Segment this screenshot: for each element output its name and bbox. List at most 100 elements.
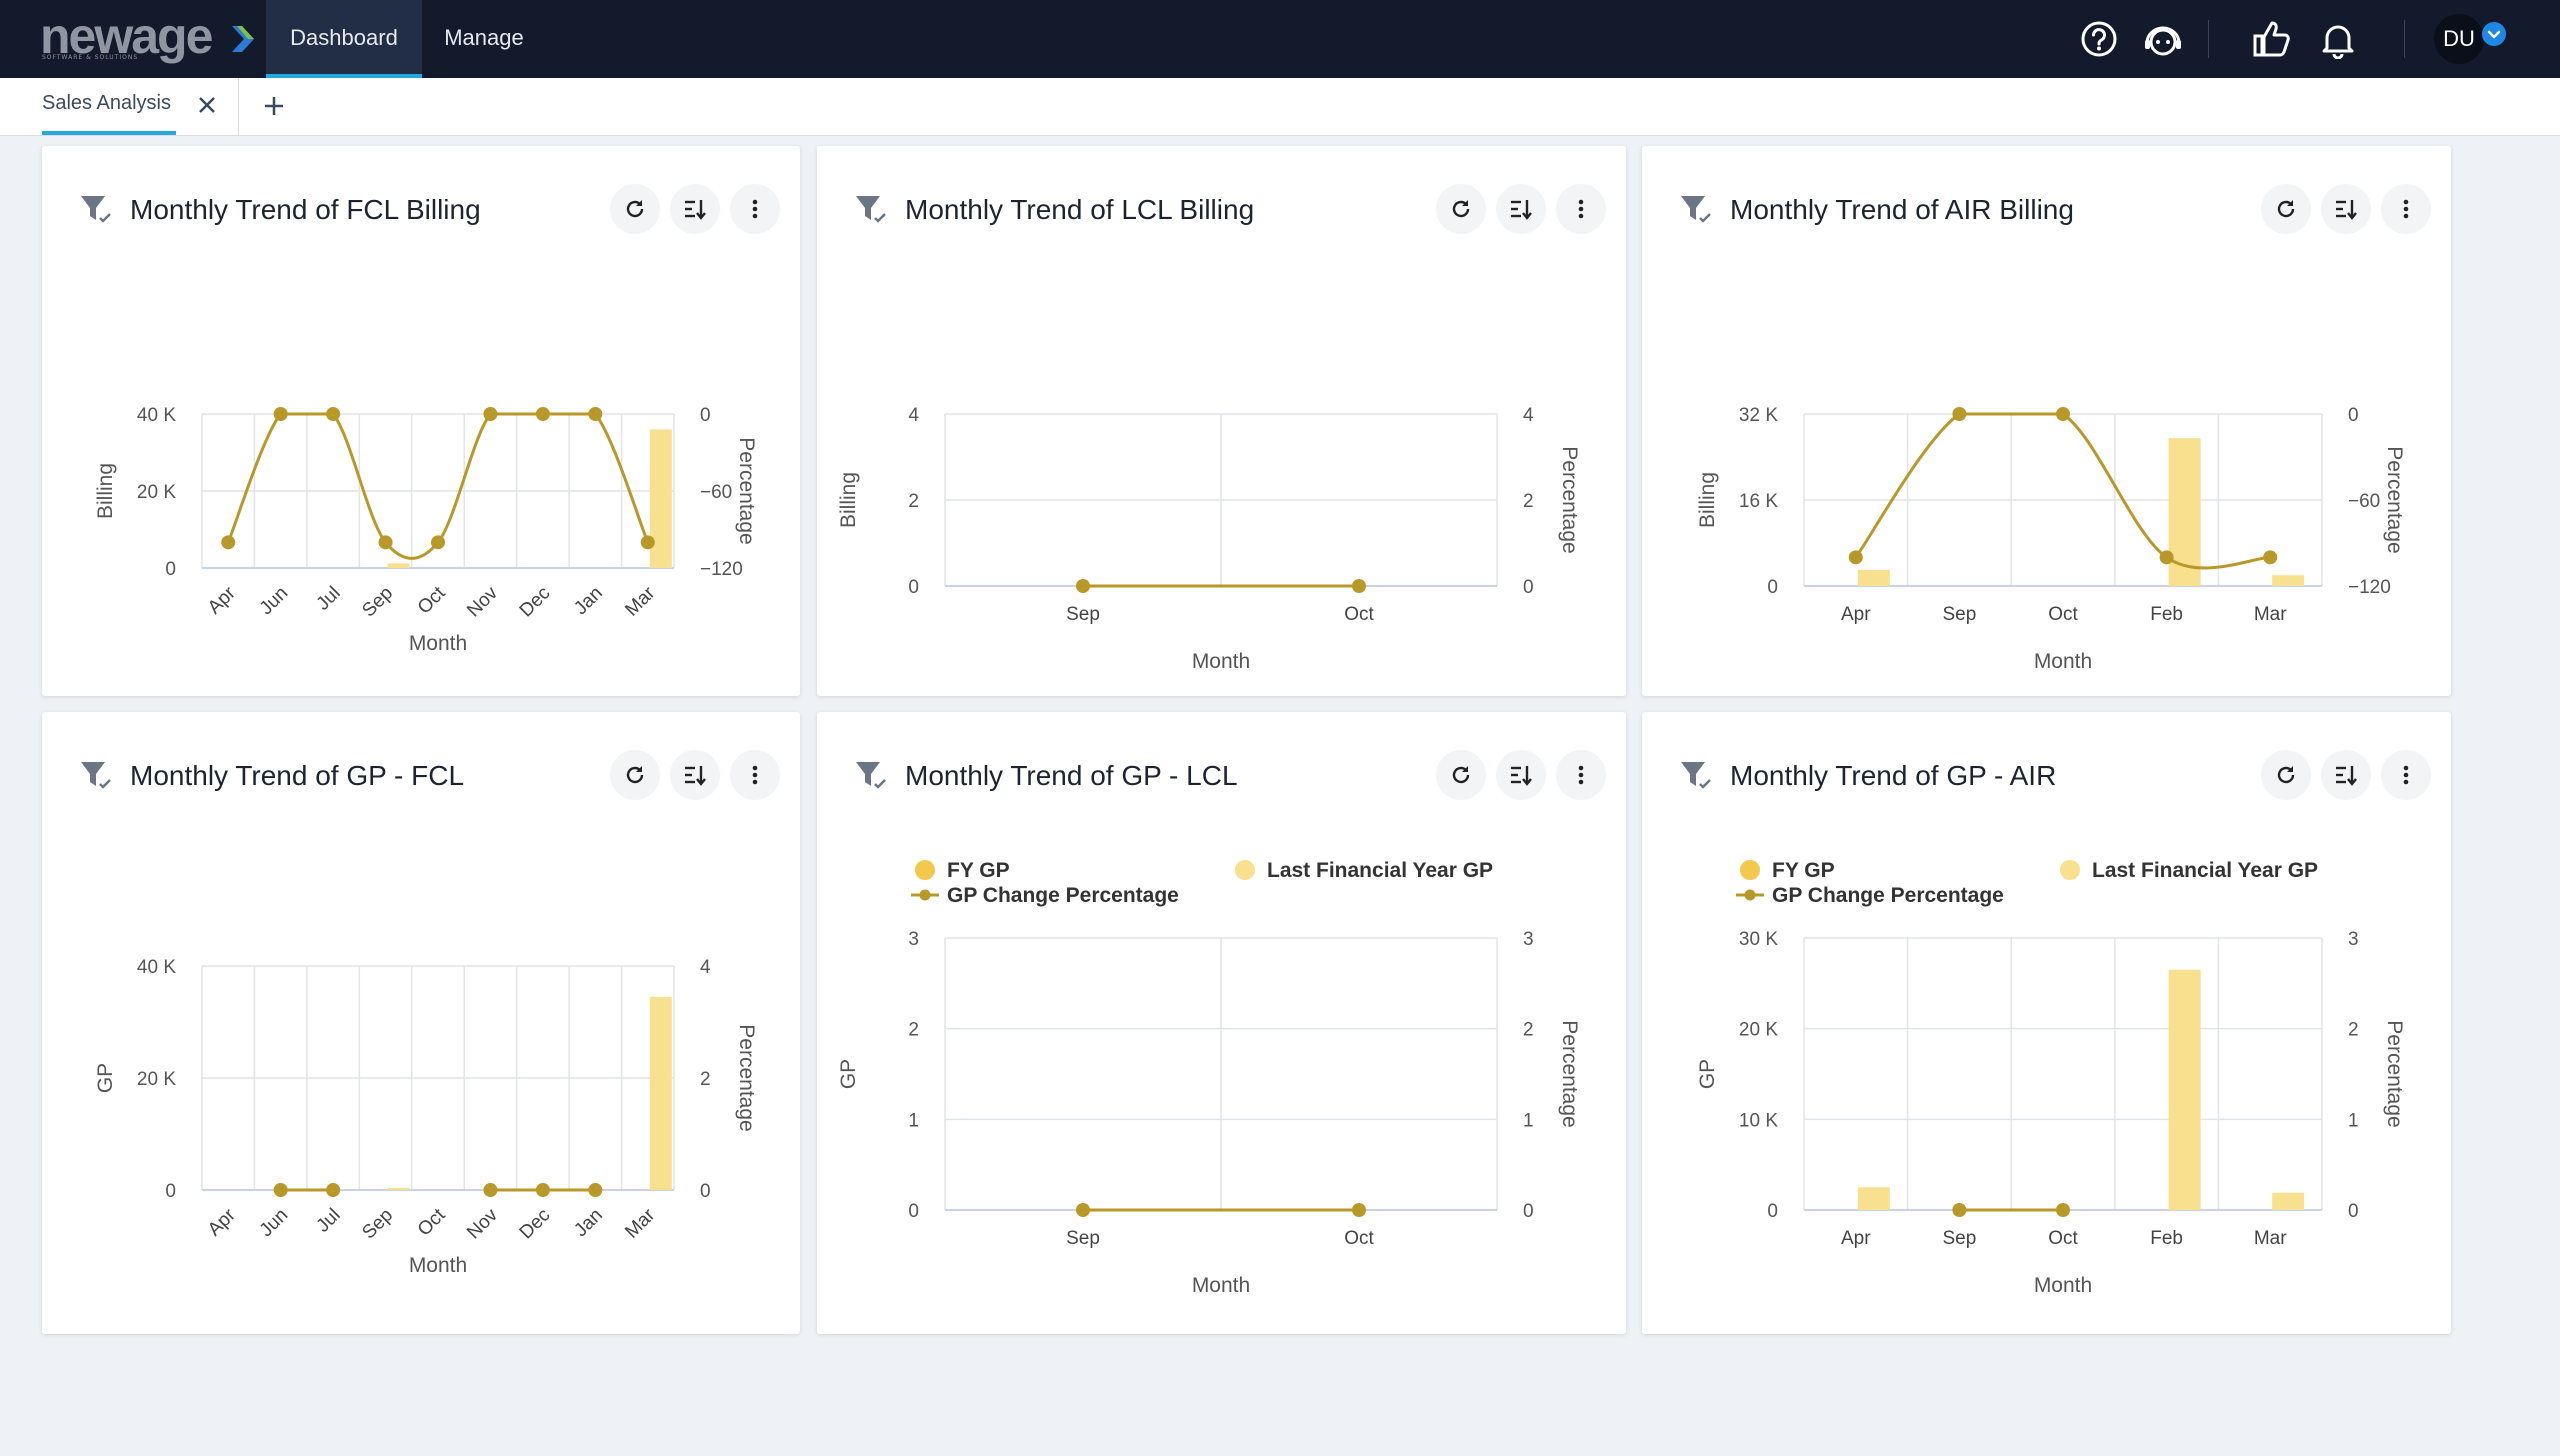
chart-point[interactable] xyxy=(1952,407,1967,421)
chart-legend[interactable]: FY GP Last Financial Year GP GP Change Per… xyxy=(911,859,1493,907)
add-tab-icon[interactable] xyxy=(258,90,290,122)
refresh-button[interactable] xyxy=(610,750,660,800)
more-options-button[interactable] xyxy=(1556,184,1606,234)
refresh-button[interactable] xyxy=(610,184,660,234)
chart-bar[interactable] xyxy=(649,996,672,1190)
chart-point[interactable] xyxy=(273,407,288,421)
chart-point[interactable] xyxy=(2159,550,2174,565)
y2-tick-label: 0 xyxy=(2348,405,2359,426)
chart-point[interactable] xyxy=(273,1183,288,1197)
chart-bar[interactable] xyxy=(2272,1192,2305,1210)
x-tick-label: Oct xyxy=(2048,1228,2078,1249)
x-tick-label: Oct xyxy=(414,582,450,618)
y2-tick-label: 0 xyxy=(1523,1201,1534,1222)
newage-logo[interactable]: newage SOFTWARE & SOLUTIONS xyxy=(40,8,254,64)
chart-point[interactable] xyxy=(2056,407,2070,421)
legend-label: GP Change Percentage xyxy=(1772,884,2004,907)
chart-bar[interactable] xyxy=(649,429,672,568)
chart-point[interactable] xyxy=(535,1183,550,1197)
legend-item[interactable]: FY GP xyxy=(1740,859,1835,882)
more-options-button[interactable] xyxy=(730,184,780,234)
nav-tab-dashboard[interactable]: Dashboard xyxy=(266,0,422,78)
chart-bar[interactable] xyxy=(1857,569,1890,586)
chart-point[interactable] xyxy=(1848,550,1863,565)
y2-tick-label: 4 xyxy=(700,957,711,978)
sort-button[interactable] xyxy=(1496,750,1546,800)
filter-icon[interactable] xyxy=(853,192,889,226)
legend-label: Last Financial Year GP xyxy=(2092,859,2318,882)
chart-bar[interactable] xyxy=(1857,1187,1890,1210)
x-tick-label: Oct xyxy=(1344,1228,1374,1249)
chart-point[interactable] xyxy=(326,407,341,421)
y-tick-label: 4 xyxy=(908,405,919,426)
chart-point[interactable] xyxy=(2056,1203,2070,1217)
refresh-button[interactable] xyxy=(2261,184,2311,234)
chart-bar[interactable] xyxy=(2168,438,2201,586)
y-tick-label: 16 K xyxy=(1739,491,1778,512)
more-options-button[interactable] xyxy=(730,750,780,800)
chart-point[interactable] xyxy=(431,535,445,550)
chart-point[interactable] xyxy=(588,407,603,421)
legend-item[interactable]: Last Financial Year GP xyxy=(1235,859,1493,882)
x-axis-title: Month xyxy=(2034,1274,2092,1297)
x-tick-label: Nov xyxy=(463,1204,502,1243)
legend-item[interactable]: GP Change Percentage xyxy=(911,884,1179,907)
support-agent-icon[interactable] xyxy=(2143,19,2183,59)
chart-legend[interactable]: FY GP Last Financial Year GP GP Change Per… xyxy=(1736,859,2318,907)
chart-point[interactable] xyxy=(483,407,498,421)
chart-point[interactable] xyxy=(1076,1203,1090,1217)
tab-divider xyxy=(238,78,239,136)
chart-point[interactable] xyxy=(2263,550,2278,565)
chart-bar[interactable] xyxy=(387,1187,410,1190)
help-icon[interactable] xyxy=(2079,19,2119,59)
more-options-button[interactable] xyxy=(2381,750,2431,800)
chart-point[interactable] xyxy=(326,1183,341,1197)
legend-item[interactable]: FY GP xyxy=(915,859,1010,882)
refresh-button[interactable] xyxy=(1436,184,1486,234)
chart-point[interactable] xyxy=(535,407,550,421)
chart-point[interactable] xyxy=(1952,1203,1967,1217)
nav-tab-manage[interactable]: Manage xyxy=(444,25,524,50)
chart-point[interactable] xyxy=(221,535,236,550)
sort-button[interactable] xyxy=(670,750,720,800)
chart-point[interactable] xyxy=(588,1183,603,1197)
legend-item[interactable]: GP Change Percentage xyxy=(1736,884,2004,907)
filter-icon[interactable] xyxy=(1678,192,1714,226)
tab-sales-analysis[interactable]: Sales Analysis xyxy=(42,78,220,135)
filter-icon[interactable] xyxy=(853,758,889,792)
y2-tick-label: 0 xyxy=(2348,1201,2359,1222)
legend-dot-marker xyxy=(2060,860,2080,880)
legend-item[interactable]: Last Financial Year GP xyxy=(2060,859,2318,882)
more-options-button[interactable] xyxy=(2381,184,2431,234)
sort-button[interactable] xyxy=(1496,184,1546,234)
plot-grid xyxy=(201,965,675,1191)
thumbs-up-icon[interactable] xyxy=(2252,19,2292,59)
sort-icon xyxy=(2336,200,2357,220)
chart-point[interactable] xyxy=(640,535,655,550)
chevron-down-icon[interactable] xyxy=(2482,22,2506,46)
chart-bar[interactable] xyxy=(2168,969,2201,1210)
chart-point[interactable] xyxy=(483,1183,498,1197)
more-options-button[interactable] xyxy=(1556,750,1606,800)
chart-bar[interactable] xyxy=(387,563,410,568)
x-tick-label: Jun xyxy=(256,583,293,620)
chart-point[interactable] xyxy=(1352,1203,1366,1217)
sort-button[interactable] xyxy=(2321,750,2371,800)
sort-button[interactable] xyxy=(670,184,720,234)
close-icon[interactable] xyxy=(194,92,220,118)
sort-button[interactable] xyxy=(2321,184,2371,234)
refresh-button[interactable] xyxy=(1436,750,1486,800)
legend-label: GP Change Percentage xyxy=(947,884,1179,907)
chart-bar[interactable] xyxy=(2272,575,2305,586)
chart-point[interactable] xyxy=(1076,579,1090,593)
plot-grid xyxy=(1803,937,2323,1211)
filter-icon[interactable] xyxy=(78,192,114,226)
filter-icon[interactable] xyxy=(78,758,114,792)
filter-icon[interactable] xyxy=(1678,758,1714,792)
more-vertical-icon xyxy=(1578,199,1584,219)
refresh-button[interactable] xyxy=(2261,750,2311,800)
user-avatar[interactable]: DU xyxy=(2434,14,2484,64)
chart-point[interactable] xyxy=(378,535,393,550)
chart-point[interactable] xyxy=(1352,579,1366,593)
bell-icon[interactable] xyxy=(2318,19,2358,60)
